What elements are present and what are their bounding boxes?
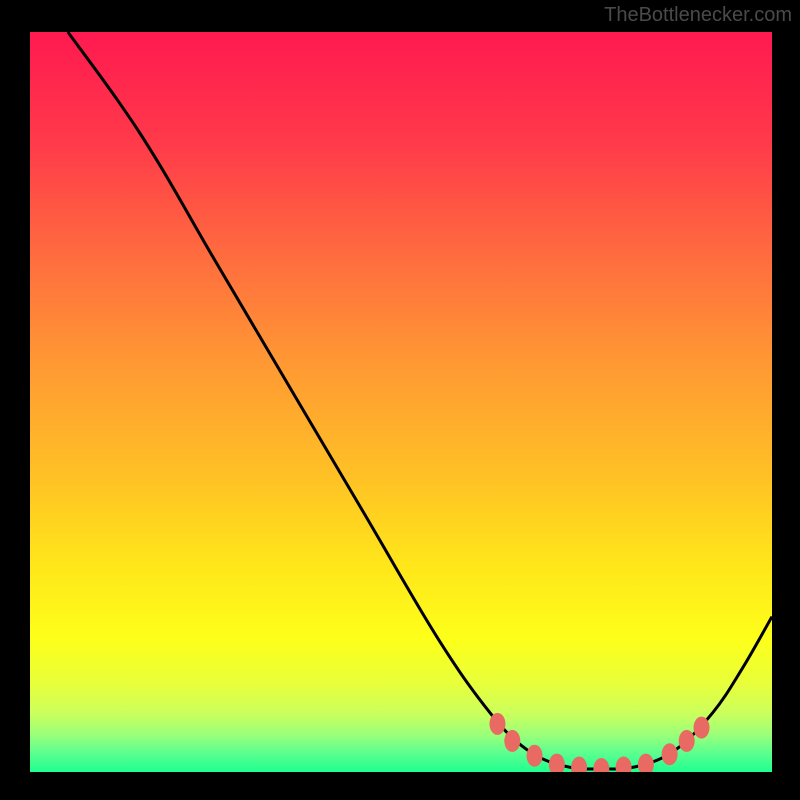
attribution-text: TheBottlenecker.com: [604, 4, 792, 27]
curve-marker: [638, 754, 654, 772]
marker-group: [489, 713, 709, 772]
bottleneck-curve: [68, 32, 772, 769]
curve-marker: [662, 743, 678, 765]
plot-area: [30, 32, 772, 772]
curve-marker: [694, 717, 710, 739]
curve-marker: [593, 758, 609, 772]
curve-marker: [616, 757, 632, 772]
curve-marker: [504, 730, 520, 752]
curve-marker: [527, 745, 543, 767]
curve-marker: [679, 730, 695, 752]
curve-layer: [30, 32, 772, 772]
curve-marker: [571, 757, 587, 772]
curve-marker: [489, 713, 505, 735]
curve-marker: [549, 754, 565, 772]
